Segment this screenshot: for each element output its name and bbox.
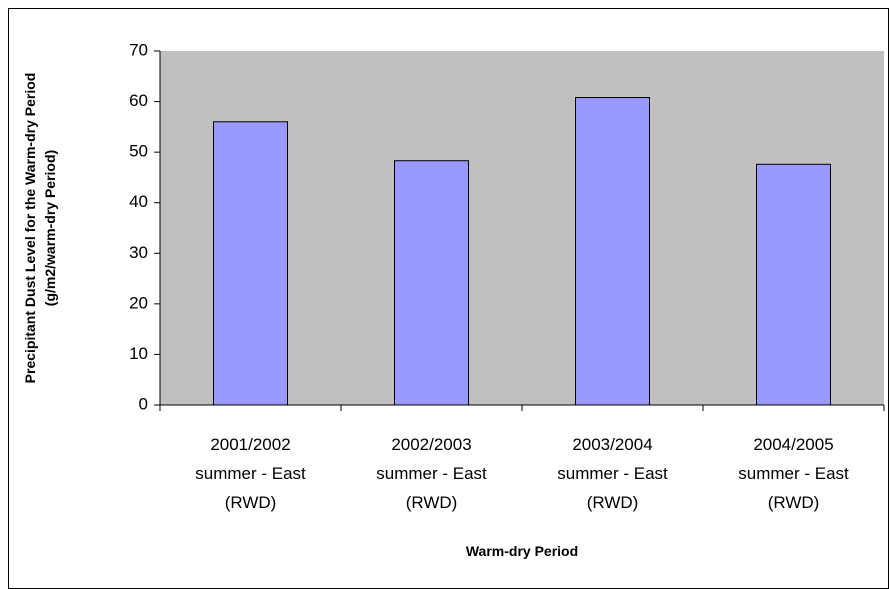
x-tick-label: 2003/2004 summer - East (RWD)	[557, 435, 668, 512]
bar	[756, 163, 831, 406]
bar	[213, 121, 288, 406]
bar	[394, 160, 469, 406]
x-tick-label: 2001/2002 summer - East (RWD)	[195, 435, 306, 512]
y-tick-label: 20	[129, 293, 148, 312]
y-tick-label: 60	[129, 91, 148, 110]
x-tick-label: 2004/2005 summer - East (RWD)	[738, 435, 849, 512]
y-axis-title: Precipitant Dust Level for the Warm-dry …	[22, 72, 58, 384]
x-axis-title: Warm-dry Period	[465, 543, 579, 559]
y-tick-label: 50	[129, 142, 148, 161]
y-tick-label: 40	[129, 192, 148, 211]
x-tick-label: 2002/2003 summer - East (RWD)	[376, 435, 487, 512]
y-tick-label: 70	[129, 40, 148, 59]
y-tick-label: 10	[129, 344, 148, 363]
y-tick-label: 30	[129, 243, 148, 262]
bar	[575, 97, 650, 406]
y-tick-label: 0	[139, 394, 148, 413]
